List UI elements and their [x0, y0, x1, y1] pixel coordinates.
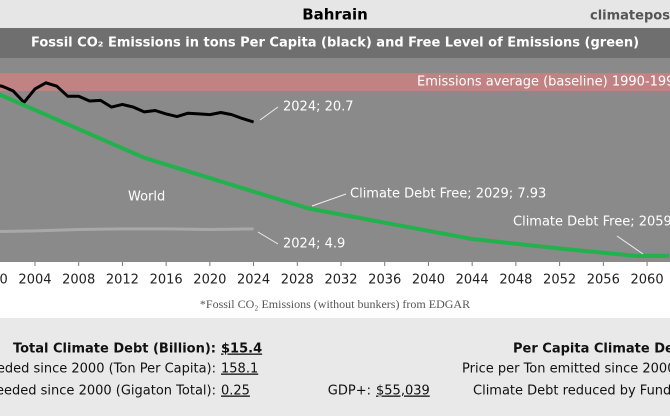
chart-title: Bahrain [302, 6, 368, 24]
x-tick-label: 2012 [106, 273, 139, 288]
x-tick-label: 2024 [237, 273, 270, 288]
summary-value: 158.1 [221, 362, 258, 377]
baseline-band [0, 73, 670, 92]
annotation: 2024; 20.7 [283, 100, 354, 115]
summary-value: $15.4 [221, 342, 262, 357]
summary-right: Climate Debt reduced by Funds [473, 384, 670, 399]
x-tick-label: 2036 [368, 273, 401, 288]
x-tick-label: 2052 [543, 273, 576, 288]
x-tick-label: 2060 [631, 273, 664, 288]
source-note: *Fossil CO₂ Emissions (without bunkers) … [200, 297, 470, 311]
annotation-leader [311, 193, 347, 207]
annotation: Climate Debt Free; 2059 [513, 215, 670, 230]
x-tick-label: 2008 [62, 273, 95, 288]
annotation: 2024; 4.9 [283, 237, 345, 252]
summary-right: Price per Ton emitted since 2000 [462, 362, 670, 377]
subtitle: Fossil CO₂ Emissions in tons Per Capita … [31, 36, 639, 51]
x-tick-label: 2044 [456, 273, 489, 288]
summary-label: Total Climate Debt (Billion): [13, 342, 216, 357]
baseline-label: Emissions average (baseline) 1990-1999; … [417, 75, 670, 90]
x-tick-label: 2000 [0, 273, 8, 288]
x-tick-label: 2048 [499, 273, 532, 288]
x-tick-label: 2040 [412, 273, 445, 288]
x-tick-label: 2032 [324, 273, 357, 288]
x-tick-label: 2056 [587, 273, 620, 288]
summary-label: eeded since 2000 (Gigaton Total): [0, 384, 216, 399]
series-line [0, 227, 254, 233]
summary-right: Per Capita Climate Debt [513, 342, 670, 357]
summary-area [0, 318, 670, 416]
series-line [0, 81, 255, 124]
summary: Total Climate Debt (Billion): $15.4 Per Ca… [0, 342, 670, 399]
series-line [0, 92, 669, 258]
annotation-leader [259, 106, 279, 121]
series-name: World [128, 190, 165, 205]
axis-area [0, 262, 670, 318]
x-tick-label: 2016 [150, 273, 183, 288]
annotation-leader [257, 231, 279, 245]
brand: climatepositi [590, 9, 670, 24]
summary-value: 0.25 [221, 384, 250, 399]
gdp-value: $55,039 [376, 384, 430, 399]
x-tick-label: 2020 [193, 273, 226, 288]
title-bar [0, 0, 670, 28]
annotation-leader [616, 235, 644, 255]
subtitle-bar [0, 28, 670, 58]
x-tick-label: 2028 [281, 273, 314, 288]
summary-label: eeded since 2000 (Ton Per Capita): [0, 362, 216, 377]
x-tick-label: 2004 [18, 273, 51, 288]
plot: Emissions average (baseline) 1990-1999; … [0, 73, 670, 288]
gdp-label: GDP+: [328, 384, 371, 399]
annotation: Climate Debt Free; 2029; 7.93 [350, 187, 546, 202]
